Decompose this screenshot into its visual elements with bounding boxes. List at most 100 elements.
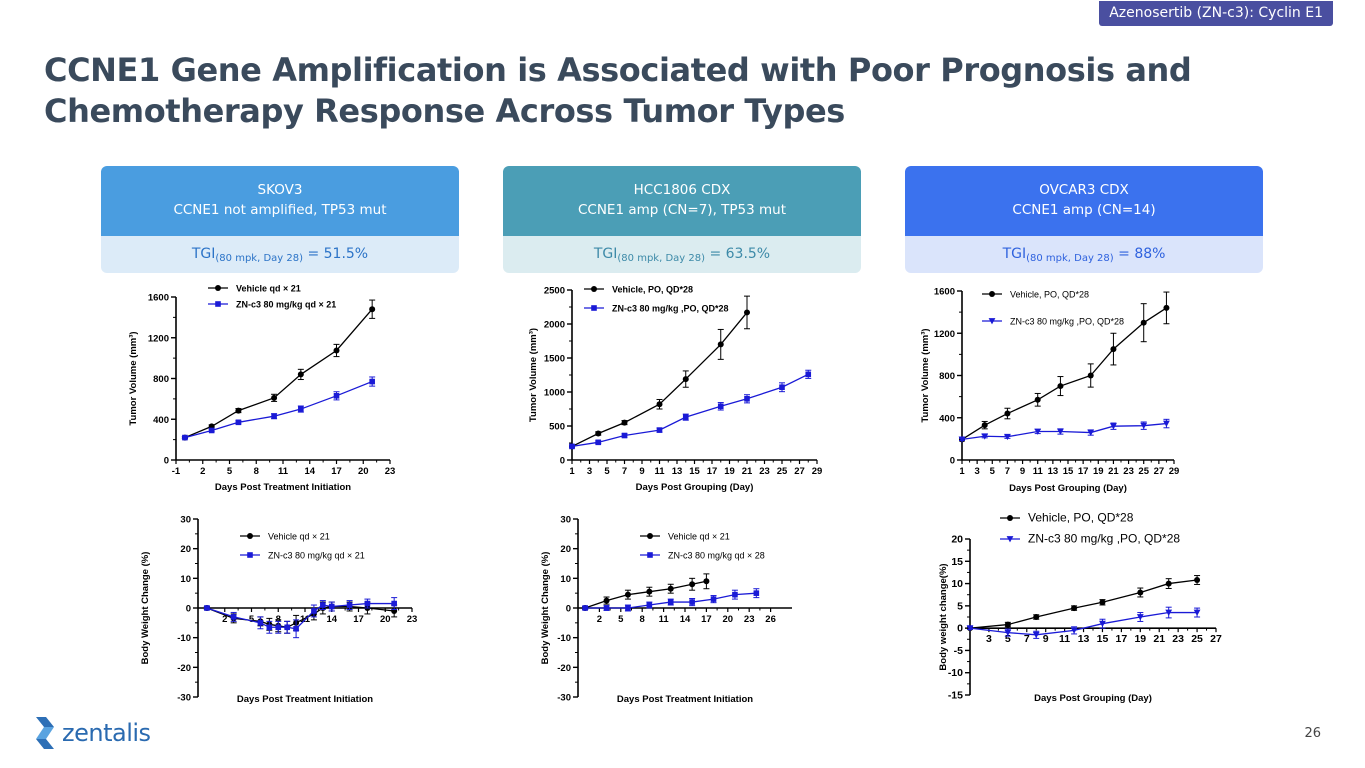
- slide-tag: Azenosertib (ZN-c3): Cyclin E1: [1099, 1, 1333, 26]
- x-axis-label: Days Post Grouping (Day): [1009, 483, 1127, 494]
- x-tick-label: 27: [794, 466, 805, 477]
- data-point: [981, 422, 988, 429]
- x-tick-label: 13: [1048, 466, 1059, 477]
- data-point: [646, 602, 653, 608]
- series-treated: [958, 418, 1170, 443]
- data-point: [591, 286, 597, 292]
- data-point: [266, 624, 273, 631]
- series-line: [969, 611, 1198, 636]
- data-point: [1163, 304, 1170, 311]
- data-point: [689, 581, 696, 588]
- ovcar3-bodyweight-chart: -15 -10 -5 0 5 10 15 20 3 5 7 9 11 13 15 17 19 21 23 25 27 Da…: [938, 511, 1222, 705]
- x-tick-label: 17: [1078, 466, 1089, 477]
- x-tick-label: 27: [1210, 633, 1222, 645]
- data-point: [271, 413, 277, 419]
- data-point: [215, 285, 221, 291]
- data-point: [182, 434, 188, 441]
- legend-label: Vehicle qd × 21: [268, 532, 330, 542]
- x-tick-label: 17: [707, 466, 718, 477]
- data-point: [247, 552, 253, 558]
- x-tick-label: 17: [1116, 633, 1128, 645]
- data-point: [297, 371, 304, 378]
- x-tick-label: 9: [639, 466, 644, 477]
- x-tick-label: 20: [723, 614, 734, 625]
- data-point: [656, 401, 663, 408]
- data-point: [703, 578, 710, 585]
- tgi-label: TGI(80 mpk, Day 28) = 51.5%: [101, 236, 459, 273]
- data-point: [1110, 423, 1117, 430]
- x-tick-label: -1: [172, 466, 181, 477]
- x-tick-label: 2: [597, 614, 602, 625]
- y-tick-label: 0: [560, 456, 565, 467]
- tgi-subscript: (80 mpk, Day 28): [1026, 253, 1114, 264]
- data-point: [603, 605, 610, 611]
- data-point: [257, 620, 264, 626]
- data-point: [298, 406, 304, 412]
- x-tick-label: 23: [759, 466, 770, 477]
- data-point: [1004, 410, 1011, 417]
- data-point: [717, 341, 724, 348]
- data-point: [1007, 515, 1013, 521]
- x-tick-label: 7: [1024, 633, 1030, 645]
- y-tick-label: 0: [950, 456, 955, 467]
- data-point: [1033, 614, 1040, 620]
- data-point: [732, 591, 738, 598]
- x-tick-label: 23: [1123, 466, 1134, 477]
- x-axis-label: Days Post Grouping (Day): [636, 482, 754, 493]
- data-point: [1163, 420, 1170, 427]
- y-tick-label: 10: [560, 574, 571, 585]
- x-tick-label: 8: [254, 466, 259, 477]
- data-point: [744, 309, 750, 316]
- data-point: [1070, 627, 1078, 634]
- skov3-bodyweight-chart: -30-20-1001020302581114172023Days Post T…: [140, 515, 417, 706]
- data-point: [656, 427, 663, 433]
- x-tick-label: 23: [744, 614, 755, 625]
- data-point: [1193, 609, 1201, 616]
- data-point: [230, 614, 237, 620]
- x-tick-label: 17: [701, 614, 712, 625]
- series-vehicle: [569, 295, 750, 450]
- y-tick-label: 400: [939, 413, 955, 424]
- x-tick-label: 3: [986, 633, 992, 645]
- y-tick-label: -10: [177, 633, 191, 644]
- data-point: [1110, 346, 1117, 353]
- data-point: [247, 533, 253, 539]
- series-vehicle: [959, 291, 1170, 443]
- y-axis-label: Body weight change(%): [938, 563, 949, 670]
- legend-label: ZN-c3 80 mg/kg ,PO, QD*28: [1028, 532, 1180, 546]
- tgi-value: = 88%: [1113, 246, 1166, 262]
- y-tick-label: -15: [948, 690, 963, 702]
- legend-label: ZN-c3 80 mg/kg qd × 21: [236, 300, 336, 310]
- y-tick-label: -20: [557, 663, 571, 674]
- y-tick-label: 15: [951, 556, 963, 568]
- data-point: [1004, 629, 1012, 636]
- y-axis-label: Tumor Volume (mm³): [128, 331, 139, 425]
- data-point: [988, 318, 996, 325]
- y-tick-label: 1600: [148, 293, 169, 304]
- tgi-value: = 51.5%: [303, 246, 369, 262]
- data-point: [591, 305, 597, 311]
- tgi-prefix: TGI: [593, 246, 618, 262]
- series-line: [584, 580, 707, 609]
- series-treated: [966, 606, 1201, 639]
- data-point: [1165, 609, 1173, 616]
- y-tick-label: 5: [957, 600, 963, 612]
- x-tick-label: 1: [569, 466, 575, 477]
- x-tick-label: 5: [227, 466, 233, 477]
- x-tick-label: 11: [278, 466, 289, 477]
- x-tick-label: 13: [1078, 633, 1090, 645]
- data-point: [624, 591, 631, 598]
- card-line1: HCC1806 CDX: [633, 182, 731, 198]
- tgi-label: TGI(80 mpk, Day 28) = 88%: [905, 236, 1263, 273]
- x-tick-label: 11: [654, 466, 665, 477]
- y-tick-label: 500: [549, 422, 565, 433]
- zentalis-mark-icon: [36, 717, 54, 749]
- data-point: [603, 597, 610, 604]
- ovcar3-card: OVCAR3 CDX CCNE1 amp (CN=14) TGI(80 mpk,…: [905, 166, 1263, 273]
- tgi-subscript: (80 mpk, Day 28): [215, 253, 303, 264]
- x-tick-label: 11: [659, 614, 670, 625]
- y-tick-label: 1200: [934, 329, 955, 340]
- x-tick-label: 3: [587, 466, 592, 477]
- data-point: [710, 596, 717, 602]
